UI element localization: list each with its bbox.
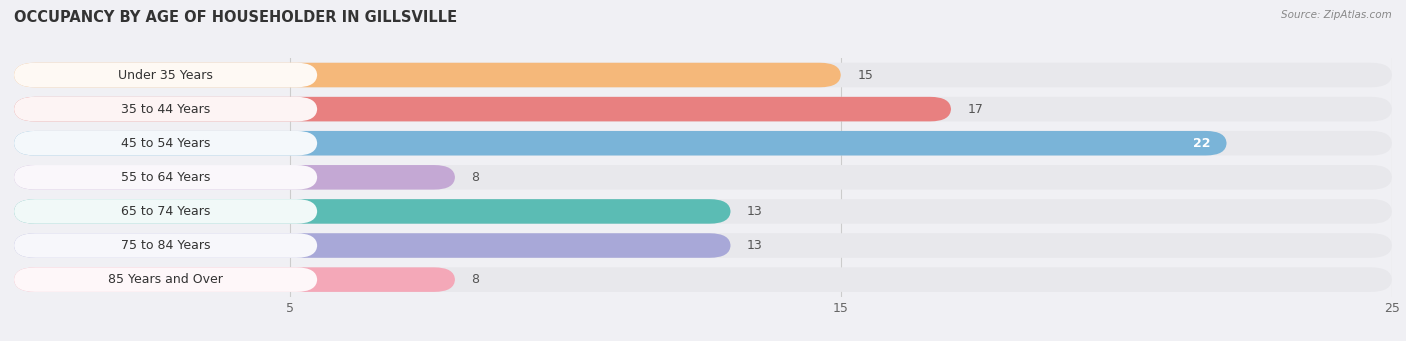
FancyBboxPatch shape: [14, 199, 731, 224]
Text: Under 35 Years: Under 35 Years: [118, 69, 214, 81]
FancyBboxPatch shape: [14, 63, 1392, 87]
Text: 55 to 64 Years: 55 to 64 Years: [121, 171, 211, 184]
FancyBboxPatch shape: [14, 267, 1392, 292]
Text: 35 to 44 Years: 35 to 44 Years: [121, 103, 211, 116]
Text: 15: 15: [858, 69, 873, 81]
FancyBboxPatch shape: [14, 97, 950, 121]
FancyBboxPatch shape: [14, 165, 318, 190]
FancyBboxPatch shape: [14, 131, 1226, 155]
Text: 13: 13: [747, 205, 763, 218]
FancyBboxPatch shape: [14, 233, 318, 258]
FancyBboxPatch shape: [14, 131, 318, 155]
FancyBboxPatch shape: [14, 267, 318, 292]
FancyBboxPatch shape: [14, 199, 318, 224]
Text: 85 Years and Over: 85 Years and Over: [108, 273, 224, 286]
FancyBboxPatch shape: [14, 131, 1392, 155]
FancyBboxPatch shape: [14, 97, 318, 121]
FancyBboxPatch shape: [14, 267, 456, 292]
FancyBboxPatch shape: [14, 233, 731, 258]
Text: 8: 8: [471, 273, 479, 286]
Text: 45 to 54 Years: 45 to 54 Years: [121, 137, 211, 150]
Text: 65 to 74 Years: 65 to 74 Years: [121, 205, 211, 218]
Text: Source: ZipAtlas.com: Source: ZipAtlas.com: [1281, 10, 1392, 20]
Text: 13: 13: [747, 239, 763, 252]
FancyBboxPatch shape: [14, 165, 456, 190]
Text: 8: 8: [471, 171, 479, 184]
Text: 75 to 84 Years: 75 to 84 Years: [121, 239, 211, 252]
FancyBboxPatch shape: [14, 233, 1392, 258]
FancyBboxPatch shape: [14, 199, 1392, 224]
FancyBboxPatch shape: [14, 97, 1392, 121]
FancyBboxPatch shape: [14, 63, 318, 87]
Text: OCCUPANCY BY AGE OF HOUSEHOLDER IN GILLSVILLE: OCCUPANCY BY AGE OF HOUSEHOLDER IN GILLS…: [14, 10, 457, 25]
Text: 17: 17: [967, 103, 983, 116]
FancyBboxPatch shape: [14, 63, 841, 87]
FancyBboxPatch shape: [14, 165, 1392, 190]
Text: 22: 22: [1192, 137, 1211, 150]
